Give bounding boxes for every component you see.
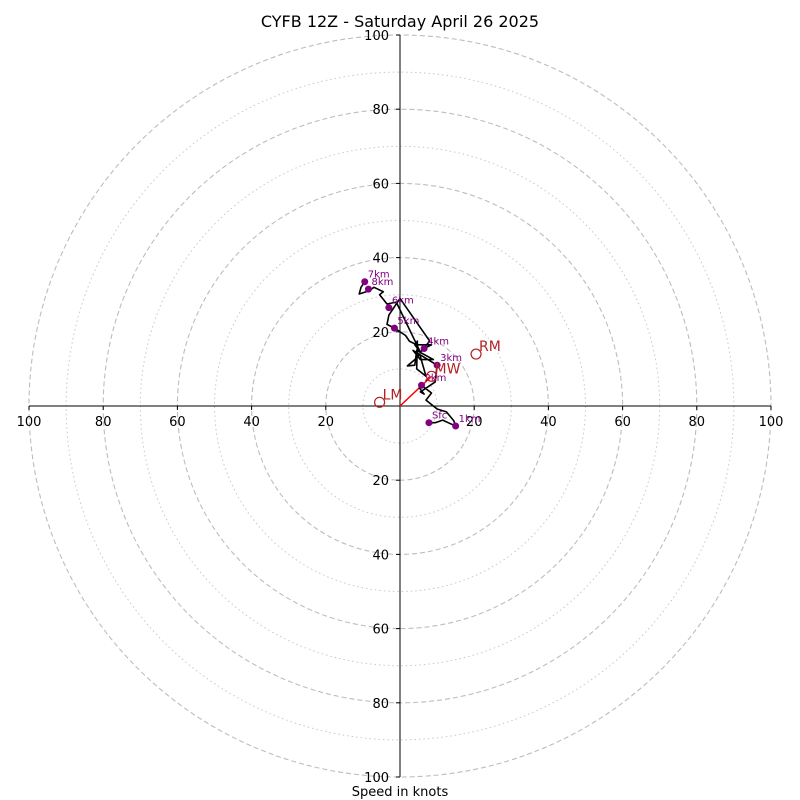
x-tick-label: 100	[17, 415, 42, 430]
storm-motion-marker-RM	[470, 348, 482, 360]
x-tick-label: 60	[169, 415, 186, 430]
y-tick-label: 60	[372, 177, 389, 192]
storm-motion-label-MW: MW	[435, 361, 461, 377]
x-tick-label: 40	[540, 415, 557, 430]
storm-motion-label-LM: LM	[383, 387, 403, 403]
height-label-6km: 6km	[392, 296, 414, 307]
height-marker-6km	[385, 304, 393, 312]
storm-motion-marker-LM	[373, 396, 386, 408]
height-marker-3km	[433, 361, 441, 369]
chart-title: CYFB 12Z - Saturday April 26 2025	[261, 12, 539, 31]
y-tick-label: 20	[372, 474, 389, 489]
height-marker-5km	[390, 324, 398, 332]
storm-motion-label-RM: RM	[479, 339, 501, 355]
height-label-7km: 7km	[368, 270, 390, 281]
height-marker-2km	[418, 381, 426, 389]
height-label-3km: 3km	[440, 353, 462, 364]
x-tick-label: 80	[95, 415, 112, 430]
y-tick-label: 40	[372, 252, 389, 267]
y-tick-label: 80	[372, 697, 389, 712]
x-tick-label: 20	[318, 415, 335, 430]
y-tick-label: 100	[364, 29, 389, 44]
height-marker-Sfc	[425, 419, 433, 427]
x-tick-label: 100	[759, 415, 784, 430]
x-tick-label: 20	[466, 415, 483, 430]
y-tick-label: 100	[364, 771, 389, 786]
height-label-5km: 5km	[397, 316, 419, 327]
y-tick-label: 60	[372, 623, 389, 638]
height-marker-8km	[364, 285, 372, 293]
height-label-Sfc: Sfc	[432, 411, 447, 422]
x-tick-label: 40	[243, 415, 260, 430]
x-axis-label: Speed in knots	[352, 785, 449, 800]
x-tick-label: 80	[689, 415, 706, 430]
mean-wind-vector	[399, 375, 433, 407]
height-label-8km: 8km	[371, 277, 393, 288]
storm-motion-marker-MW	[425, 370, 438, 382]
height-marker-4km	[420, 344, 428, 352]
y-tick-label: 20	[372, 326, 389, 341]
height-label-1km: 1km	[459, 414, 481, 425]
height-marker-1km	[452, 422, 460, 430]
tick-labels: 100 80 60 40 20 20 40 60 80 100 20 40 60 80 100 20 40 60 8…	[17, 29, 784, 786]
y-tick-label: 80	[372, 103, 389, 118]
height-label-4km: 4km	[427, 336, 449, 347]
x-tick-label: 60	[614, 415, 631, 430]
height-marker-7km	[361, 278, 369, 286]
storm-motion-markers: RM LM MW	[373, 339, 501, 408]
y-tick-label: 40	[372, 548, 389, 563]
